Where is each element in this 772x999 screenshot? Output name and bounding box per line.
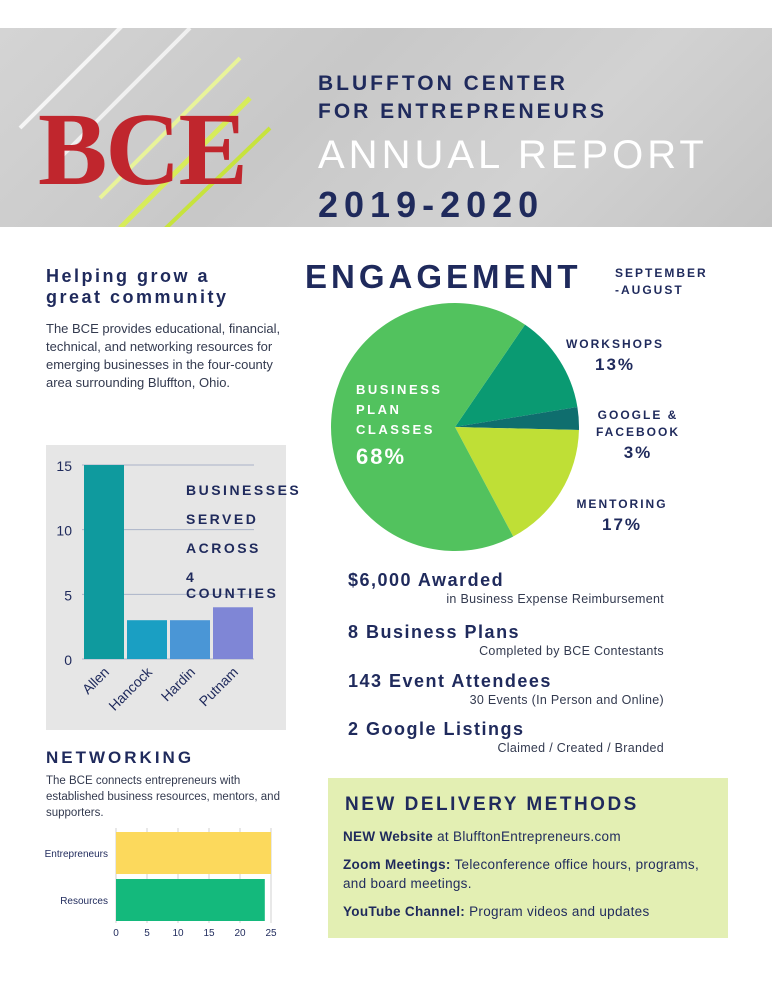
delivery-item-label: YouTube Channel: [343, 904, 466, 919]
y-category-label: Resources [60, 896, 108, 907]
delivery-title: NEW DELIVERY METHODS [345, 794, 639, 815]
bar-resources [116, 879, 265, 921]
slice-percent: 13% [594, 355, 636, 374]
x-tick-label: Hardin [158, 664, 198, 704]
slice-name-line: FACEBOOK [595, 425, 680, 439]
org-name-line1: BLUFFTON CENTER [318, 72, 568, 95]
stat-detail: Completed by BCE Contestants [479, 644, 664, 658]
delivery-methods-box: NEW DELIVERY METHODS NEW Website at Bluf… [328, 778, 728, 938]
intro-body: The BCE provides educational, financial,… [46, 321, 281, 390]
y-tick-label: 15 [56, 458, 72, 474]
slice-name-line: GOOGLE & [597, 408, 679, 422]
stat-item: 143 Event Attendees 30 Events (In Person… [348, 671, 664, 707]
stat-headline: 8 Business Plans [348, 622, 521, 642]
bar-caption-line2: SERVED [186, 511, 259, 527]
delivery-item-label: NEW Website [343, 829, 434, 844]
bar-entrepreneurs [116, 832, 271, 874]
intro-title: Helping grow a great community [46, 266, 286, 308]
stat-detail: in Business Expense Reimbursement [446, 592, 664, 606]
bce-logo: BCE [38, 92, 248, 207]
slice-label-mentoring: MENTORING 17% [566, 496, 678, 535]
engagement-period: SEPTEMBER -AUGUST [615, 265, 725, 299]
networking-body: The BCE connects entrepreneurs with esta… [46, 775, 280, 819]
delivery-item-text: at BlufftonEntrepreneurs.com [433, 829, 621, 844]
bar-caption-line3: ACROSS [186, 540, 261, 556]
delivery-item-label: Zoom Meetings: [343, 857, 451, 872]
slice-percent: 68% [356, 444, 407, 469]
pie-slice [455, 324, 578, 427]
stat-item: 8 Business Plans Completed by BCE Contes… [348, 622, 664, 658]
slice-percent: 3% [623, 443, 653, 462]
pie-slice [331, 303, 526, 551]
delivery-item: NEW Website at BlufftonEntrepreneurs.com [343, 827, 713, 846]
bar-caption-line4: 4 COUNTIES [186, 569, 279, 601]
slice-name-line: CLASSES [356, 422, 435, 437]
delivery-item-text: Teleconference office hours, programs, a… [343, 857, 700, 891]
x-tick-label: 0 [113, 928, 119, 939]
pie-slice [455, 427, 579, 537]
delivery-item-text: Program videos and updates [465, 904, 650, 919]
y-tick-label: 5 [64, 587, 72, 603]
stat-detail: 30 Events (In Person and Online) [469, 693, 664, 707]
x-tick-label: 5 [144, 928, 150, 939]
header-banner: BCE BLUFFTON CENTER FOR ENTREPRENEURS AN… [0, 28, 772, 227]
decorative-stripes [18, 28, 272, 227]
slice-name-line: BUSINESS [356, 382, 443, 397]
report-title: ANNUAL REPORT [318, 133, 708, 177]
x-tick-label: Hancock [105, 663, 156, 714]
stat-item: $6,000 Awarded in Business Expense Reimb… [348, 570, 664, 606]
stat-detail: Claimed / Created / Branded [497, 741, 664, 755]
y-tick-label: 10 [56, 523, 72, 539]
stat-headline: $6,000 Awarded [348, 570, 505, 590]
pie-slice [455, 406, 579, 431]
bar-putnam [213, 607, 253, 659]
engagement-period-line1: SEPTEMBER [615, 266, 708, 280]
x-tick-label: 15 [203, 928, 215, 939]
y-tick-label: 0 [64, 652, 72, 668]
x-tick-label: 20 [234, 928, 246, 939]
engagement-period-line2: -AUGUST [615, 283, 684, 297]
delivery-item: YouTube Channel: Program videos and upda… [343, 902, 713, 921]
stat-headline: 2 Google Listings [348, 719, 525, 739]
delivery-item: Zoom Meetings: Teleconference office hou… [343, 855, 713, 893]
intro-title-line2: great community [46, 287, 229, 307]
slice-label-google: GOOGLE & FACEBOOK 3% [588, 407, 688, 463]
x-tick-label: Allen [79, 664, 112, 697]
engagement-title: ENGAGEMENT [305, 258, 582, 295]
bar-allen [84, 465, 124, 659]
stat-item: 2 Google Listings Claimed / Created / Br… [348, 719, 664, 755]
slice-label-business-plan: BUSINESS PLAN CLASSES 68% [356, 380, 442, 470]
slice-name-line: PLAN [356, 402, 402, 417]
slice-name-line: WORKSHOPS [565, 337, 664, 351]
x-tick-label: Putnam [196, 664, 241, 709]
bar-hardin [170, 620, 210, 659]
slice-percent: 17% [601, 515, 643, 534]
intro-title-line1: Helping grow a [46, 266, 211, 286]
engagement-pie-chart [331, 303, 579, 551]
report-years: 2019-2020 [318, 184, 545, 225]
bar-caption-line1: BUSINESSES [186, 482, 302, 498]
bar-hancock [127, 620, 167, 659]
networking-bar-chart: 0 5 10 15 20 25 Entrepreneurs Resources [45, 828, 277, 939]
slice-name-line: MENTORING [576, 497, 668, 511]
slice-label-workshops: WORKSHOPS 13% [560, 336, 670, 375]
x-tick-label: 25 [265, 928, 277, 939]
networking-title: NETWORKING [46, 748, 195, 767]
org-name-line2: FOR ENTREPRENEURS [318, 100, 608, 123]
x-tick-label: 10 [172, 928, 184, 939]
stat-headline: 143 Event Attendees [348, 671, 552, 691]
y-category-label: Entrepreneurs [45, 849, 108, 860]
county-bar-chart: 0 5 10 15 Allen Hancock Hardin Putnam BUSINESSE… [46, 445, 299, 730]
